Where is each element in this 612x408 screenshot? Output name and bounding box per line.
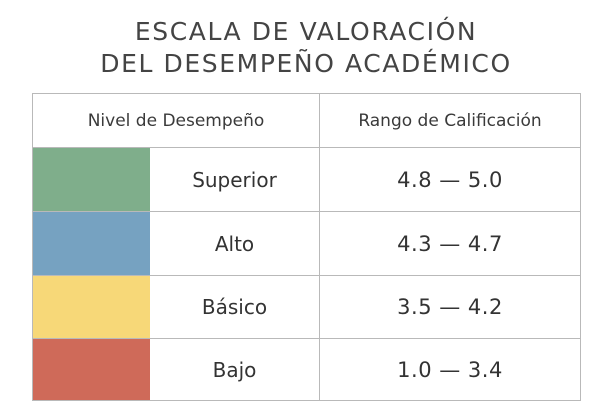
table-row-alto: Alto 4.3 — 4.7 xyxy=(33,212,580,276)
table-row-basico: Básico 3.5 — 4.2 xyxy=(33,276,580,339)
level-label: Bajo xyxy=(212,357,257,382)
title-line-2: DEL DESEMPEÑO ACADÉMICO xyxy=(100,49,512,78)
color-swatch-superior xyxy=(33,148,150,211)
range-value: 4.3 — 4.7 xyxy=(397,231,503,256)
column-divider xyxy=(319,94,320,400)
level-label: Superior xyxy=(192,167,277,192)
range-value: 4.8 — 5.0 xyxy=(397,167,503,192)
range-value: 3.5 — 4.2 xyxy=(397,295,503,319)
performance-scale-table: Nivel de Desempeño Rango de Calificación… xyxy=(32,93,581,401)
level-label: Básico xyxy=(201,295,268,319)
header-level: Nivel de Desempeño xyxy=(87,111,265,131)
color-swatch-basico xyxy=(33,276,150,338)
range-value: 1.0 — 3.4 xyxy=(397,357,503,382)
table-row-superior: Superior 4.8 — 5.0 xyxy=(33,148,580,212)
table-header-row: Nivel de Desempeño Rango de Calificación xyxy=(33,94,580,148)
title-line-1: ESCALA DE VALORACIÓN xyxy=(134,17,478,46)
table-row-bajo: Bajo 1.0 — 3.4 xyxy=(33,339,580,400)
color-swatch-bajo xyxy=(33,339,150,400)
header-range: Rango de Calificación xyxy=(358,111,542,131)
color-swatch-alto xyxy=(33,212,150,275)
level-label: Alto xyxy=(214,231,255,256)
